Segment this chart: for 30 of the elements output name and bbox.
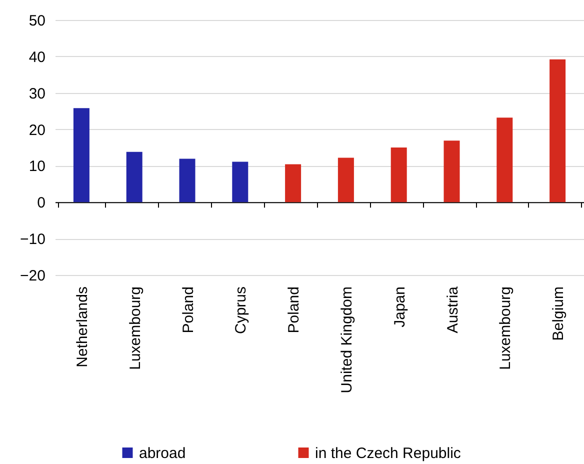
x-tick-label: Japan <box>391 286 408 328</box>
bar <box>179 158 196 202</box>
x-tick-label: Netherlands <box>74 286 91 368</box>
y-tick-label: −10 <box>20 231 46 248</box>
x-tick-label: Poland <box>286 286 303 334</box>
bar <box>550 59 566 202</box>
y-tick-label: 30 <box>28 85 46 102</box>
x-tick-label: Luxembourg <box>126 286 144 370</box>
legend-label: abroad <box>139 444 186 462</box>
x-tick-label: United Kingdom <box>338 286 356 394</box>
bar <box>232 162 248 202</box>
bar <box>444 140 460 202</box>
bar <box>390 148 407 202</box>
y-tick-label: −20 <box>20 268 46 284</box>
bar <box>285 164 302 202</box>
x-tick-label: Austria <box>444 286 462 334</box>
bar <box>126 152 142 202</box>
x-tick-label: Poland <box>180 286 197 334</box>
bar <box>73 108 90 202</box>
y-tick-label: 10 <box>28 158 46 176</box>
legend-label: in the Czech Republic <box>315 444 462 462</box>
y-tick-label: 40 <box>28 48 46 66</box>
y-tick-label: 50 <box>28 12 46 30</box>
x-tick-label: Luxembourg <box>497 286 514 370</box>
bar <box>496 118 513 202</box>
y-tick-label: 0 <box>37 194 46 212</box>
x-tick-label: Belgium <box>550 286 568 341</box>
y-tick-label: 20 <box>28 122 46 139</box>
x-tick-label: Cyprus <box>232 286 250 334</box>
bar <box>338 158 354 202</box>
